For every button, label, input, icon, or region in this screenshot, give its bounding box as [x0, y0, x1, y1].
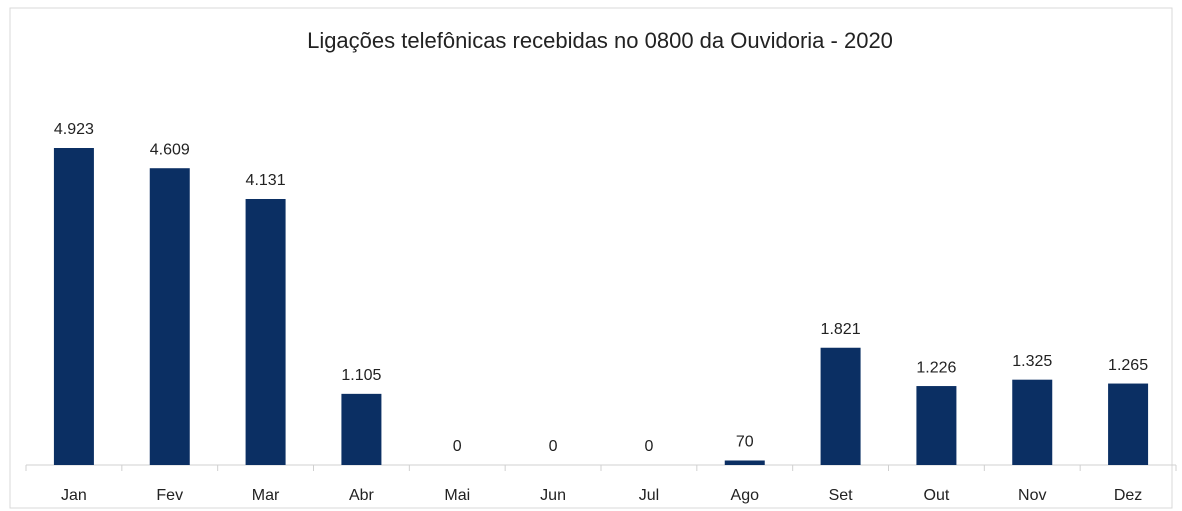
x-tick-label: Fev [156, 487, 183, 504]
x-tick-label: Dez [1114, 487, 1142, 504]
data-label: 1.821 [821, 321, 861, 338]
x-tick-label: Mai [444, 487, 470, 504]
data-label: 1.325 [1012, 353, 1052, 370]
bar [245, 198, 286, 465]
data-label: 0 [453, 438, 462, 455]
x-tick-label: Jun [540, 487, 566, 504]
x-tick-label: Jul [639, 487, 659, 504]
x-tick-label: Out [924, 487, 950, 504]
x-tick-label: Mar [252, 487, 280, 504]
bar [341, 393, 382, 465]
chart-border [9, 7, 1173, 509]
data-label: 0 [549, 438, 558, 455]
bar [1108, 383, 1149, 465]
data-label: 1.226 [916, 359, 956, 376]
bar [916, 386, 957, 465]
data-label: 70 [736, 434, 754, 451]
data-label: 0 [644, 438, 653, 455]
x-tick-label: Ago [731, 487, 760, 504]
bar [149, 168, 190, 465]
x-tick-label: Abr [349, 487, 375, 504]
data-label: 1.265 [1108, 357, 1148, 374]
data-label: 1.105 [341, 367, 381, 384]
x-tick-label: Nov [1018, 487, 1046, 504]
data-label: 4.131 [246, 172, 286, 189]
x-tick-label: Set [829, 487, 854, 504]
data-label: 4.609 [150, 141, 190, 158]
bar [820, 347, 861, 465]
data-label: 4.923 [54, 121, 94, 138]
x-tick-label: Jan [61, 487, 87, 504]
bar [724, 460, 765, 465]
chart-title: Ligações telefônicas recebidas no 0800 d… [307, 28, 893, 53]
bar [1012, 379, 1053, 465]
bar [53, 148, 94, 465]
